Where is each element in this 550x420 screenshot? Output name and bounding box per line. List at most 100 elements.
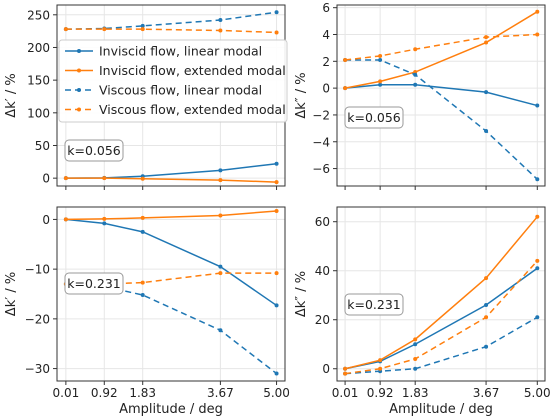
- chart-panel-top-right: −6 −4 −2 0 2 4 6 Δk″ / % k=0.056: [294, 1, 546, 190]
- y-tick-label: 0: [322, 362, 330, 376]
- series-line-3: [65, 28, 277, 34]
- y-tick-label: 60: [315, 215, 330, 229]
- data-point: [535, 103, 540, 108]
- data-point: [535, 315, 540, 320]
- x-tick-label: 3.67: [473, 386, 500, 400]
- data-point: [378, 366, 383, 371]
- data-point: [140, 27, 145, 32]
- legend-box: [58, 39, 288, 123]
- data-point: [535, 9, 540, 14]
- legend-marker: [77, 88, 81, 92]
- data-point: [140, 229, 145, 234]
- x-tick-label: 1.83: [402, 386, 429, 400]
- x-axis-label: Amplitude / deg: [389, 402, 493, 417]
- y-axis-label: Δk″ / %: [294, 72, 309, 118]
- y-tick-label: 0: [42, 213, 50, 227]
- data-point: [63, 176, 68, 181]
- data-point: [413, 47, 418, 52]
- series-line-2: [65, 283, 278, 375]
- data-point: [378, 82, 383, 87]
- data-point: [218, 168, 223, 173]
- data-point: [378, 79, 383, 84]
- data-point: [102, 27, 107, 32]
- legend-label: Inviscid flow, linear modal: [99, 44, 262, 59]
- data-point: [274, 303, 279, 308]
- x-tick-label: 5.00: [524, 386, 550, 400]
- x-tick-label: 0.92: [91, 386, 118, 400]
- chart-panel-bottom-left: 0.01 0.92 1.83 3.67 5.00 −30 −20 −10 0 Δk′ / % Amp…: [4, 206, 290, 417]
- x-tick-label: 5.00: [263, 386, 290, 400]
- k-annotation-label: k=0.231: [67, 276, 121, 291]
- data-point: [102, 176, 107, 181]
- y-tick-label: −6: [312, 162, 330, 176]
- data-point: [274, 208, 279, 213]
- data-point: [274, 10, 279, 15]
- legend-marker: [77, 68, 81, 73]
- data-point: [274, 30, 279, 35]
- y-tick-label: 6: [322, 1, 330, 15]
- y-tick-label: −4: [312, 135, 330, 149]
- data-point: [484, 303, 489, 308]
- y-tick-label: 20: [315, 313, 330, 327]
- data-point: [218, 18, 223, 23]
- data-point: [218, 271, 223, 276]
- data-point: [218, 213, 223, 218]
- y-tick-label: 2: [322, 55, 330, 69]
- k-annotation-label: k=0.231: [347, 297, 401, 312]
- data-point: [535, 177, 540, 182]
- data-point: [218, 328, 223, 333]
- data-point: [413, 337, 418, 342]
- series-line-0: [344, 267, 538, 370]
- series-line-1: [65, 177, 277, 183]
- data-point: [378, 57, 383, 62]
- data-point: [484, 276, 489, 281]
- data-point: [274, 371, 279, 376]
- data-point: [218, 264, 223, 269]
- data-point: [484, 90, 489, 95]
- series-line-1: [344, 216, 538, 370]
- data-point: [274, 271, 279, 276]
- data-point: [535, 266, 540, 271]
- x-tick-label: 1.83: [129, 386, 156, 400]
- data-point: [102, 216, 107, 221]
- data-point: [140, 23, 145, 28]
- k-annotation-label: k=0.056: [347, 110, 401, 125]
- legend-label: Viscous flow, extended modal: [99, 102, 286, 117]
- data-point: [535, 214, 540, 219]
- data-point: [378, 358, 383, 363]
- data-point: [63, 217, 68, 222]
- data-point: [140, 215, 145, 220]
- y-tick-label: 40: [315, 264, 330, 278]
- y-axis-label: Δk″ / %: [294, 271, 309, 317]
- series-line-3: [345, 33, 538, 61]
- series-line-2: [345, 316, 538, 375]
- data-point: [484, 35, 489, 40]
- data-point: [413, 366, 418, 371]
- y-tick-label: −10: [25, 263, 50, 277]
- data-point: [343, 366, 348, 371]
- y-axis-label: Δk′ / %: [4, 73, 19, 117]
- data-point: [413, 342, 418, 347]
- k-annotation-label: k=0.056: [67, 143, 121, 158]
- y-axis-label: Δk′ / %: [4, 272, 19, 316]
- data-point: [378, 53, 383, 58]
- y-tick-label: 50: [35, 139, 50, 153]
- data-point: [413, 356, 418, 361]
- data-point: [63, 27, 68, 32]
- series-line-1: [65, 210, 277, 221]
- y-tick-label: 4: [322, 28, 330, 42]
- x-axis-label: Amplitude / deg: [119, 402, 223, 417]
- data-point: [343, 57, 348, 62]
- data-point: [484, 129, 489, 134]
- y-tick-label: −2: [312, 108, 330, 122]
- data-point: [274, 180, 279, 185]
- x-tick-label: 0.92: [367, 386, 394, 400]
- x-tick-label: 3.67: [207, 386, 234, 400]
- axes-frame: [56, 206, 286, 382]
- axes-frame: [336, 4, 546, 187]
- data-point: [140, 280, 145, 285]
- chart-panel-top-left: 0 50 100 150 200 250 Δk′ / % k=0.056: [4, 4, 286, 190]
- k-annotation-box: [64, 272, 124, 295]
- data-point: [140, 176, 145, 181]
